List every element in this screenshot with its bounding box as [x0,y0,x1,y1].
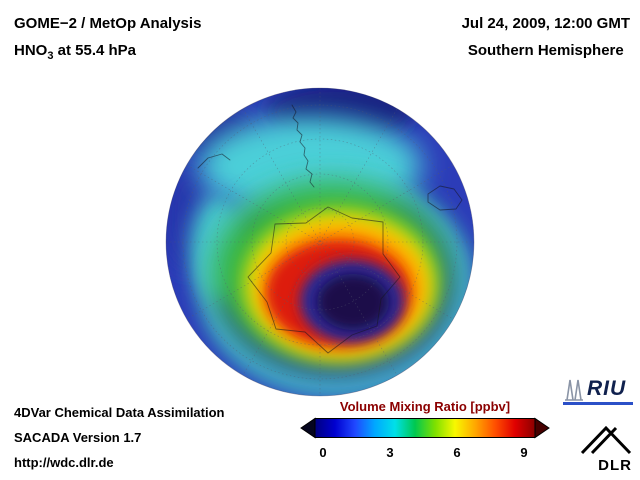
tick-label-3: 3 [386,445,394,460]
dlr-logo: DLR [578,424,632,474]
colorbar-title: Volume Mixing Ratio [ppbv] [339,399,511,414]
coastlines [197,104,463,354]
colorbar-gradient-bar [314,418,536,438]
colorbar-block: Volume Mixing Ratio [ppbv] 0 3 6 9 [300,399,550,461]
graticule [166,88,474,396]
dlr-text: DLR [598,457,632,474]
species-level: HNO3 at 55.4 hPa [14,37,201,70]
header-left: GOME−2 / MetOp Analysis HNO3 at 55.4 hPa [14,10,201,70]
cathedral-icon [565,379,583,401]
colorbar [300,417,550,439]
hemisphere-label: Southern Hemisphere [467,42,624,59]
riu-text: RIU [587,377,627,400]
globe-svg [165,87,475,397]
species-subscript: 3 [47,50,54,62]
hno3-field [166,88,474,396]
header-right: Jul 24, 2009, 12:00 GMT Southern Hemisph… [462,10,630,64]
tick-label-6: 6 [453,445,461,460]
globe-rim [165,87,475,397]
assimilation-label: 4DVar Chemical Data Assimilation [14,405,225,420]
riu-logo: RIU [563,377,633,405]
tick-label-0: 0 [319,445,327,460]
tick-label-9: 9 [520,445,528,460]
colorbar-over-arrow [534,417,550,439]
datetime-label: Jul 24, 2009, 12:00 GMT [461,15,630,32]
product-title: GOME−2 / MetOp Analysis [14,15,202,32]
credits: 4DVar Chemical Data Assimilation SACADA … [14,400,225,475]
polar-map [160,82,480,402]
pressure-level: at 55.4 hPa [53,42,137,59]
version-label: SACADA Version 1.7 [14,430,142,445]
colorbar-under-arrow [300,417,316,439]
dlr-emblem-icon [580,425,632,455]
riu-underline [563,402,633,405]
url-label: http://wdc.dlr.de [14,455,114,470]
species-name: HNO [14,42,48,59]
colorbar-ticks: 0 3 6 9 [300,445,550,461]
